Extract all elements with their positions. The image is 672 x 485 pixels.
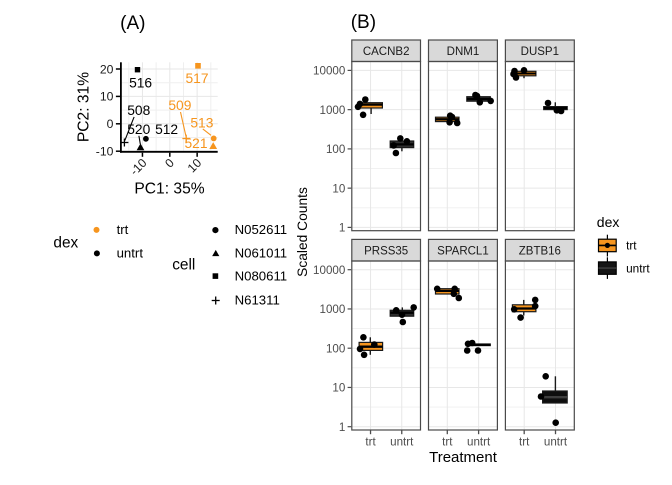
svg-text:100: 100	[326, 342, 345, 355]
svg-text:(A): (A)	[120, 13, 145, 34]
svg-text:trt: trt	[519, 436, 530, 449]
svg-text:trt: trt	[442, 436, 453, 449]
svg-text:10: 10	[332, 382, 345, 395]
svg-text:10000: 10000	[313, 65, 345, 78]
svg-text:521: 521	[184, 136, 207, 151]
svg-text:1000: 1000	[320, 303, 346, 316]
svg-text:513: 513	[190, 116, 213, 131]
svg-text:cell: cell	[172, 257, 195, 274]
svg-text:PRSS35: PRSS35	[364, 246, 408, 258]
svg-text:DUSP1: DUSP1	[521, 46, 559, 58]
svg-text:ZBTB16: ZBTB16	[519, 246, 561, 258]
svg-text:10: 10	[185, 156, 205, 176]
svg-text:20: 20	[100, 62, 114, 76]
svg-text:Treatment: Treatment	[429, 449, 498, 466]
svg-text:untrt: untrt	[117, 246, 144, 261]
svg-text:1: 1	[339, 421, 345, 434]
svg-text:Scaled Counts: Scaled Counts	[295, 187, 310, 277]
svg-text:0: 0	[162, 156, 177, 171]
svg-text:untrt: untrt	[544, 436, 568, 449]
svg-text:N61311: N61311	[235, 293, 280, 308]
svg-text:10000: 10000	[313, 264, 345, 277]
svg-text:untrt: untrt	[626, 261, 650, 275]
svg-text:517: 517	[185, 71, 208, 86]
svg-text:(B): (B)	[351, 12, 376, 33]
svg-text:10: 10	[332, 182, 345, 195]
svg-text:N052611: N052611	[235, 222, 288, 237]
svg-text:N080611: N080611	[235, 268, 288, 283]
svg-text:516: 516	[129, 76, 152, 91]
svg-text:N061011: N061011	[235, 245, 288, 260]
svg-text:512: 512	[155, 122, 178, 137]
svg-text:520: 520	[127, 122, 150, 137]
svg-text:untrt: untrt	[467, 436, 491, 449]
svg-text:PC1: 35%: PC1: 35%	[134, 181, 204, 198]
svg-text:-10: -10	[96, 145, 114, 159]
svg-text:trt: trt	[117, 222, 129, 237]
svg-text:trt: trt	[626, 239, 637, 253]
svg-text:10: 10	[100, 90, 114, 104]
svg-text:100: 100	[326, 143, 345, 156]
svg-text:dex: dex	[53, 235, 78, 252]
svg-text:CACNB2: CACNB2	[363, 46, 410, 58]
svg-text:508: 508	[127, 103, 150, 118]
svg-text:0: 0	[107, 117, 114, 131]
svg-text:509: 509	[168, 98, 191, 113]
svg-text:untrt: untrt	[390, 436, 414, 449]
svg-text:1000: 1000	[320, 104, 346, 117]
svg-text:1: 1	[339, 222, 345, 235]
svg-text:PC2: 31%: PC2: 31%	[75, 72, 92, 142]
svg-text:trt: trt	[365, 436, 376, 449]
svg-text:dex: dex	[597, 214, 620, 230]
svg-text:SPARCL1: SPARCL1	[437, 246, 489, 258]
svg-text:DNM1: DNM1	[447, 46, 480, 58]
svg-text:-10: -10	[127, 156, 150, 179]
